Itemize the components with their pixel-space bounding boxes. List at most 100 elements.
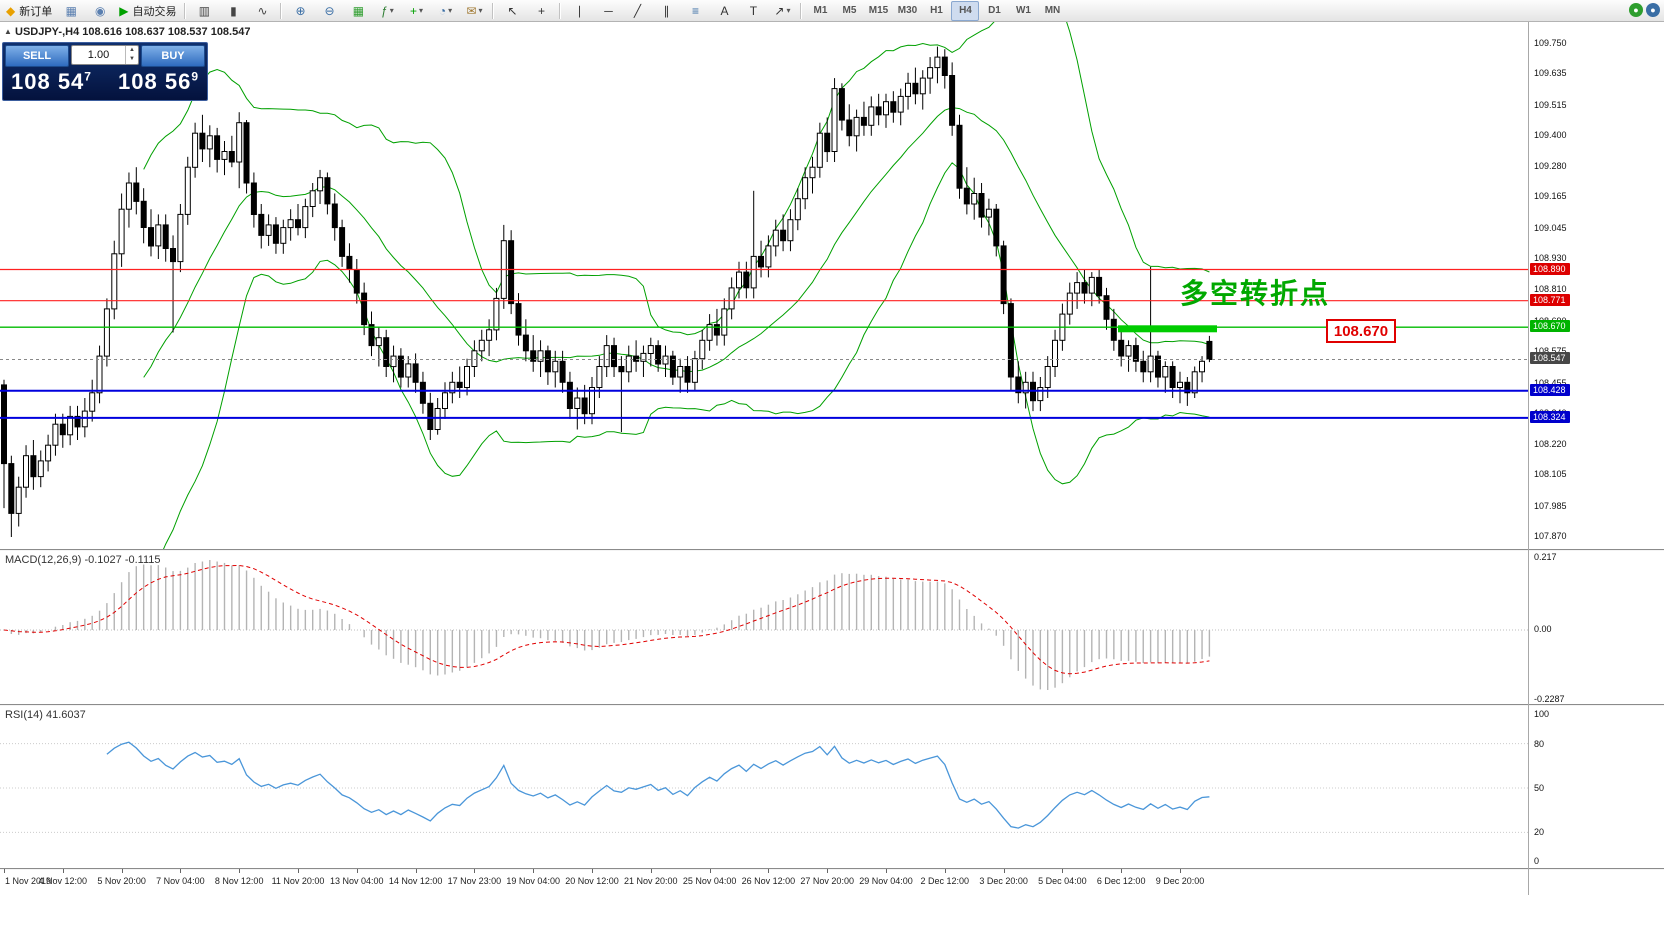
candle-body xyxy=(442,392,448,409)
candle-body xyxy=(772,229,779,247)
tile-windows-button[interactable]: ▦ xyxy=(344,1,372,21)
buy-price[interactable]: 108 569 xyxy=(118,69,199,95)
vertical-line-button[interactable]: ∣ xyxy=(565,1,593,21)
candle-body xyxy=(897,95,904,113)
price-axis-label: 108.105 xyxy=(1534,469,1567,480)
volume-value[interactable]: 1.00 xyxy=(87,49,110,61)
tf-mn-button[interactable]: MN xyxy=(1038,1,1066,21)
candle-body xyxy=(162,224,169,249)
volume-spinner[interactable]: 1.00 ▲ ▼ xyxy=(71,45,139,65)
highlight-segment[interactable] xyxy=(1118,325,1217,333)
price-tag-108670[interactable]: 108.670 xyxy=(1326,319,1396,343)
cursor-button[interactable]: ↖ xyxy=(498,1,526,21)
time-axis-tick xyxy=(886,869,887,873)
candle-body xyxy=(59,423,66,436)
horizontal-line-button[interactable]: ─ xyxy=(594,1,622,21)
indicators-icon: ƒ xyxy=(381,3,388,18)
profiles-icon: ◉ xyxy=(94,3,106,18)
candle-body xyxy=(1052,339,1058,367)
time-axis-tick xyxy=(768,869,770,873)
tf-d1-label: D1 xyxy=(988,5,1001,16)
candle-body xyxy=(1110,318,1117,341)
dropdown-arrow-icon[interactable]: ▾ xyxy=(786,6,791,15)
macd-axis-label: -0.2287 xyxy=(1534,694,1565,704)
zoom-out-button[interactable]: ⊖ xyxy=(315,1,343,21)
candle-body xyxy=(23,455,29,488)
buy-button[interactable]: BUY xyxy=(141,45,205,67)
line-chart-button[interactable]: ∿ xyxy=(248,1,276,21)
new-order-button[interactable]: ◆ 新订单 xyxy=(2,1,56,21)
candle-body xyxy=(1015,376,1022,394)
candle-body xyxy=(317,177,324,192)
channel-button[interactable]: ∥ xyxy=(652,1,680,21)
tf-w1-button[interactable]: W1 xyxy=(1009,1,1037,21)
sell-price-pip: 7 xyxy=(84,69,92,84)
tf-h1-button[interactable]: H1 xyxy=(922,1,950,21)
indicators-button[interactable]: ƒ ▾ xyxy=(373,1,401,21)
time-axis-label: 4 Nov 12:00 xyxy=(38,876,88,886)
candle-body xyxy=(52,423,59,446)
trendline-button[interactable]: ╱ xyxy=(623,1,651,21)
tf-m30-button[interactable]: M30 xyxy=(893,1,921,21)
bar-chart-button[interactable]: ▥ xyxy=(190,1,218,21)
candle-body xyxy=(949,75,956,126)
templates-button[interactable]: ✉ ▾ xyxy=(460,1,488,21)
zoom-in-button[interactable]: ⊕ xyxy=(286,1,314,21)
dropdown-arrow-icon[interactable]: ▾ xyxy=(389,6,394,15)
tf-h4-button[interactable]: H4 xyxy=(951,0,980,21)
macd-rsi-divider[interactable] xyxy=(0,704,1664,706)
time-axis-tick xyxy=(1121,869,1123,873)
candle-body xyxy=(1177,381,1183,388)
dropdown-arrow-icon[interactable]: ▾ xyxy=(478,6,483,15)
candles-chart-button[interactable]: ▮ xyxy=(219,1,247,21)
fibonacci-button[interactable]: ≡ xyxy=(681,1,709,21)
text-icon: A xyxy=(720,3,729,18)
candle-body xyxy=(743,271,750,289)
tf-d1-button[interactable]: D1 xyxy=(980,1,1008,21)
text-label-button[interactable]: T xyxy=(739,1,767,21)
price-axis-label: 108.930 xyxy=(1534,253,1567,264)
auto-trading-button[interactable]: ▶ 自动交易 xyxy=(115,1,180,21)
time-axis-tick xyxy=(239,869,241,873)
volume-down-icon[interactable]: ▼ xyxy=(129,56,135,62)
candle-body xyxy=(589,387,595,415)
arrows-button[interactable]: ↗ ▾ xyxy=(768,1,796,21)
tf-m15-button[interactable]: M15 xyxy=(864,1,892,21)
volume-up-icon[interactable]: ▲ xyxy=(129,47,135,53)
macd-indicator-canvas[interactable] xyxy=(0,551,1664,704)
profiles-button[interactable]: ◉ xyxy=(86,1,114,21)
arrows-icon: ↗ xyxy=(774,3,785,18)
rsi-axis-label: 0 xyxy=(1534,856,1540,866)
text-button[interactable]: A xyxy=(710,1,738,21)
turning-point-annotation[interactable]: 多空转折点 xyxy=(1180,278,1331,309)
tf-m1-button[interactable]: M1 xyxy=(806,1,834,21)
time-axis[interactable]: 1 Nov 2019 4 Nov 12:00 5 Nov 20:00 7 Nov 04… xyxy=(0,869,1528,895)
sell-button[interactable]: SELL xyxy=(5,45,69,67)
candle-body xyxy=(1147,355,1154,373)
candle-body xyxy=(655,345,662,365)
candle-body xyxy=(1191,371,1198,394)
dropdown-arrow-icon[interactable]: ▾ xyxy=(448,6,453,15)
main-macd-divider[interactable] xyxy=(0,549,1664,551)
dropdown-arrow-icon[interactable]: ▾ xyxy=(418,6,423,15)
add-indicator-button[interactable]: + ▾ xyxy=(402,1,430,21)
charts-window-button[interactable]: ▦ xyxy=(57,1,85,21)
candlestick-chart-canvas[interactable] xyxy=(0,22,1664,549)
rsi-time-divider xyxy=(0,868,1664,870)
time-axis-label: 3 Dec 20:00 xyxy=(979,876,1028,886)
rsi-indicator-canvas[interactable] xyxy=(0,706,1664,868)
tf-h4-label: H4 xyxy=(959,5,972,16)
price-axis-label: 109.045 xyxy=(1534,222,1567,233)
time-axis-label: 14 Nov 12:00 xyxy=(388,876,443,886)
period-button[interactable]: ◔ ▾ xyxy=(431,1,459,21)
toolbar-separator xyxy=(492,2,495,19)
horizontal-line-icon: ─ xyxy=(604,3,613,18)
price-axis[interactable]: 109.750 109.635 109.515 109.400 109.280 109.1… xyxy=(1529,0,1664,949)
time-axis-tick xyxy=(1180,869,1181,873)
candle-body xyxy=(390,355,397,368)
sell-price[interactable]: 108 547 xyxy=(11,69,92,95)
candle-body xyxy=(155,224,162,247)
oneclick-collapse-icon[interactable]: ▲ xyxy=(4,27,12,36)
crosshair-button[interactable]: + xyxy=(527,1,555,21)
tf-m5-button[interactable]: M5 xyxy=(835,1,863,21)
